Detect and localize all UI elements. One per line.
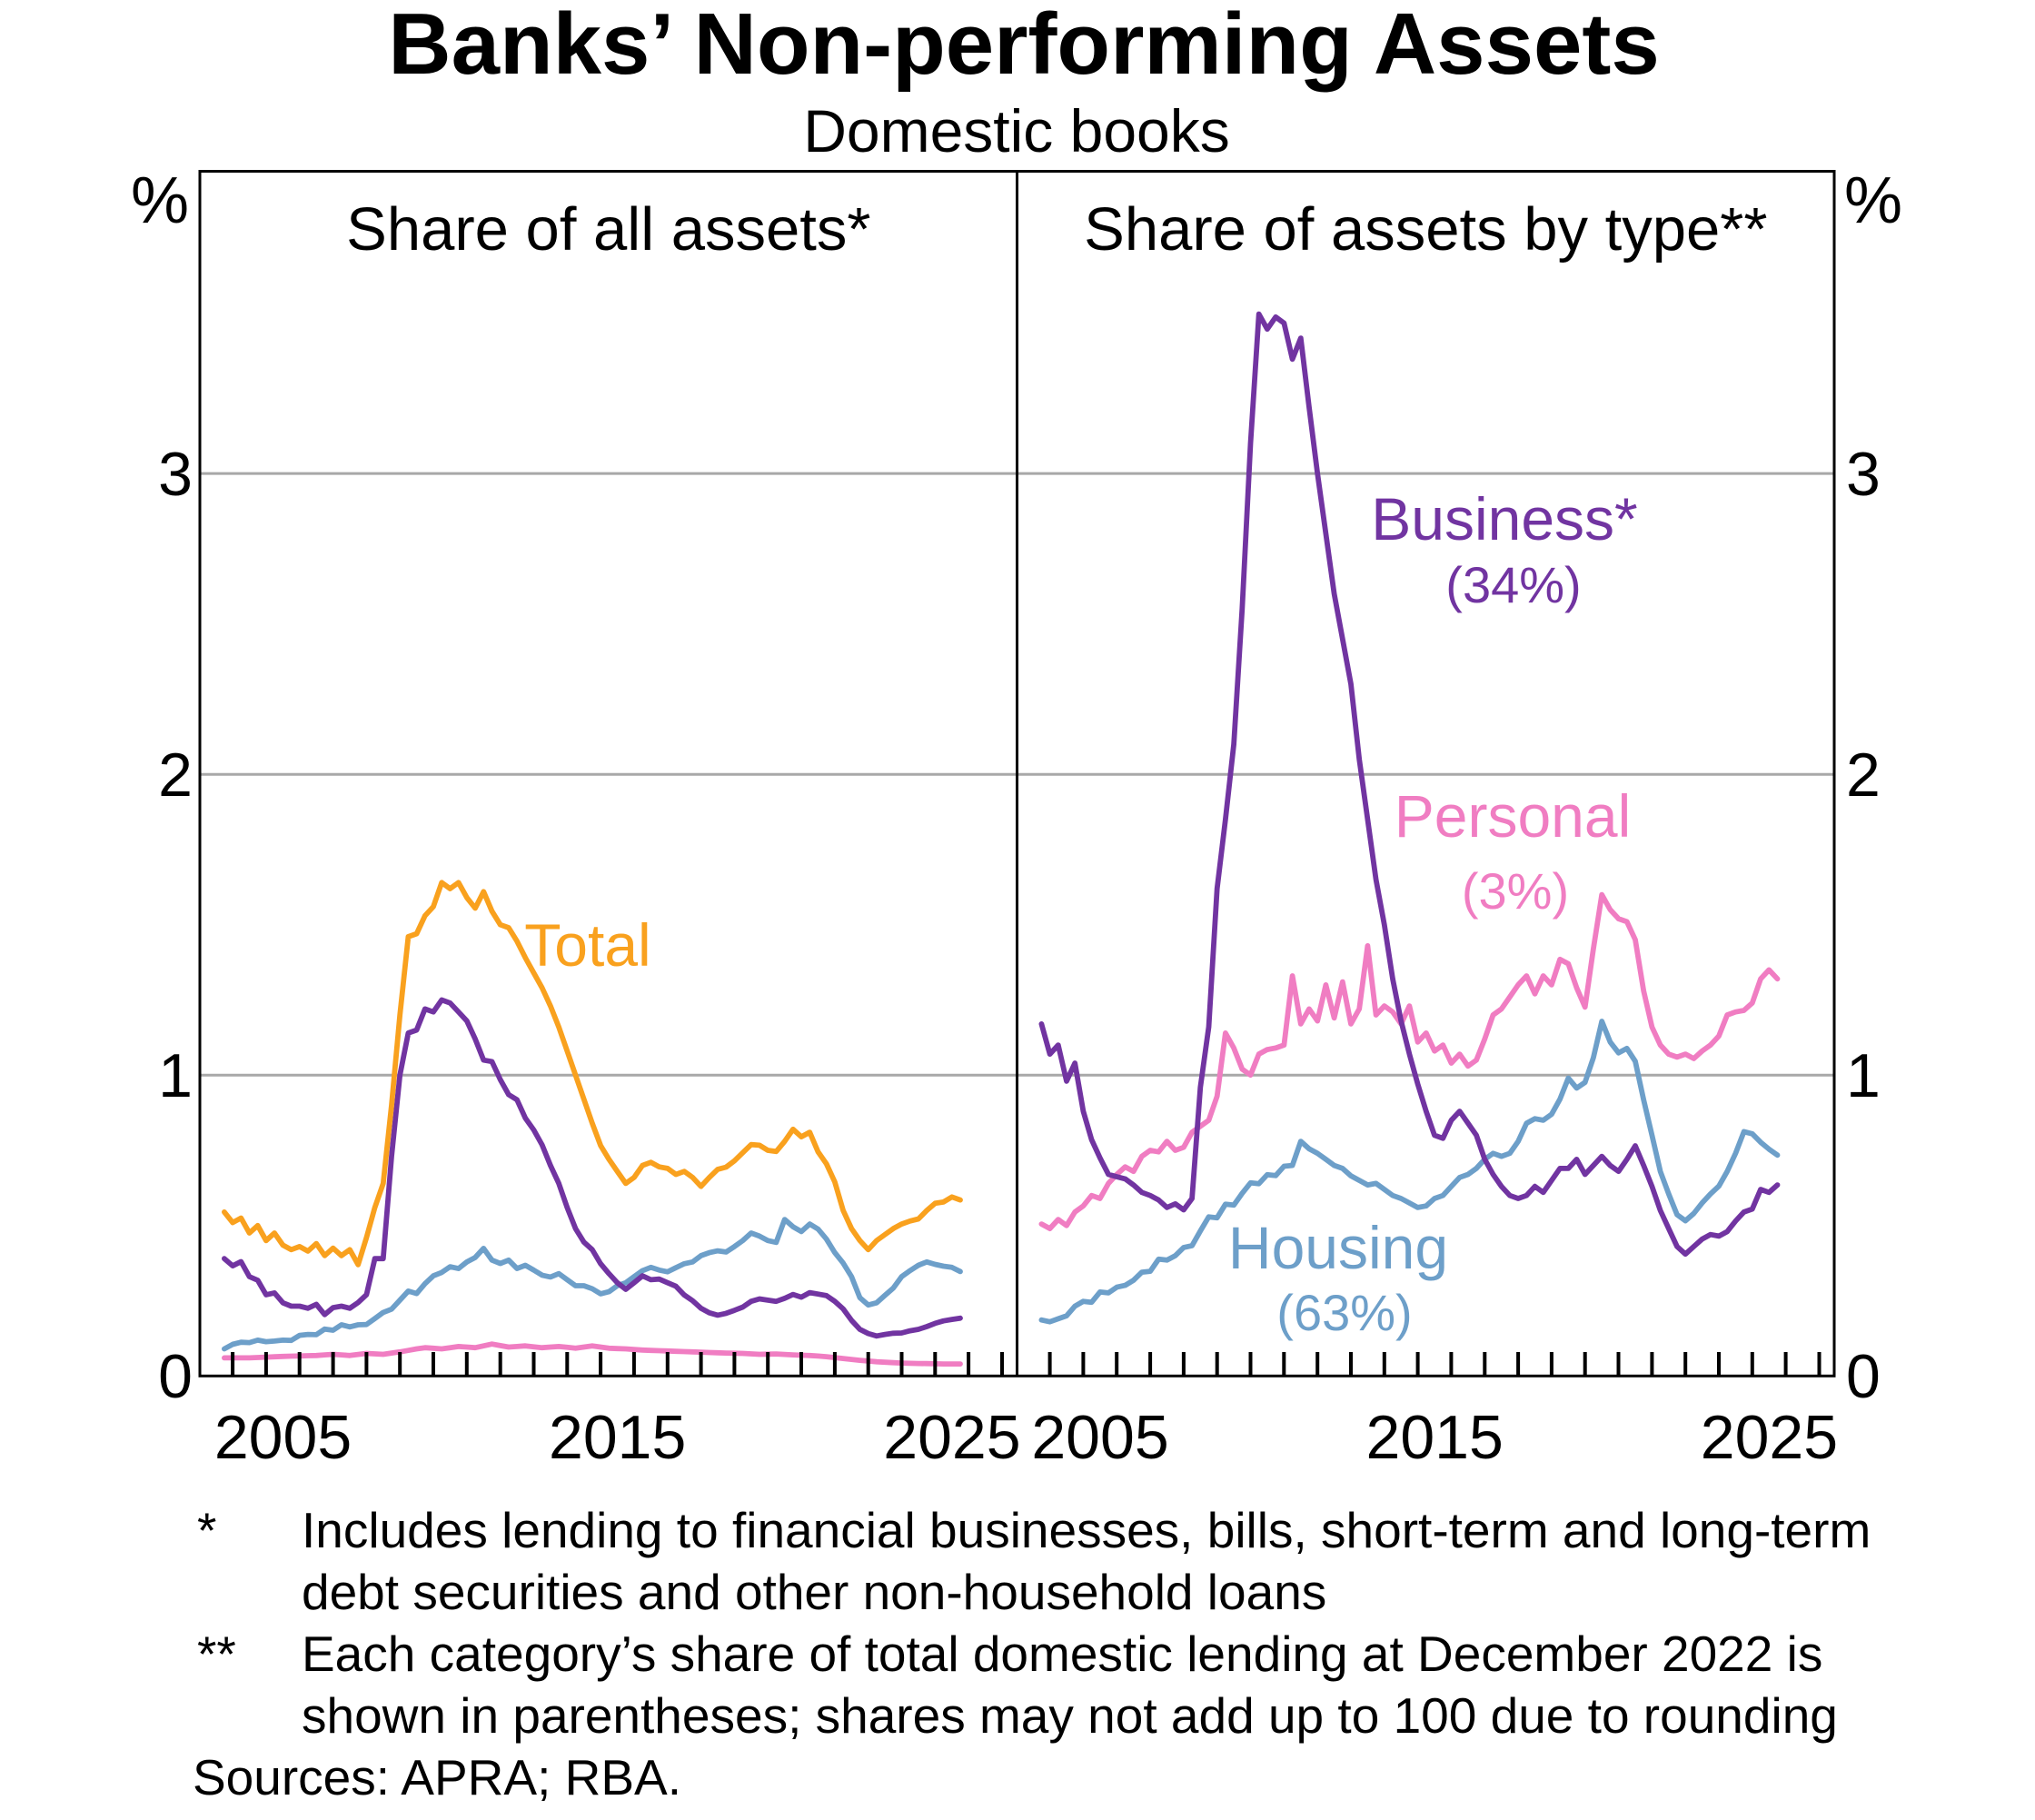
- svg-text:Business*: Business*: [1371, 485, 1638, 552]
- svg-text:Sources: APRA; RBA.: Sources: APRA; RBA.: [193, 1749, 681, 1805]
- svg-text:2: 2: [1846, 741, 1881, 810]
- svg-text:2005: 2005: [1031, 1403, 1168, 1472]
- svg-text:Share of all assets*: Share of all assets*: [346, 195, 870, 264]
- svg-text:Banks’ Non-performing Assets: Banks’ Non-performing Assets: [388, 0, 1659, 93]
- svg-text:3: 3: [158, 440, 193, 509]
- svg-text:*: *: [197, 1502, 216, 1558]
- svg-text:2005: 2005: [214, 1403, 352, 1472]
- svg-text:(34%): (34%): [1445, 556, 1581, 613]
- svg-text:1: 1: [158, 1041, 193, 1110]
- svg-text:1: 1: [1846, 1041, 1881, 1110]
- svg-text:Housing: Housing: [1228, 1214, 1448, 1281]
- svg-text:(3%): (3%): [1462, 862, 1569, 920]
- svg-text:3: 3: [1846, 440, 1881, 509]
- svg-text:%: %: [1844, 164, 1902, 237]
- svg-text:%: %: [131, 164, 189, 237]
- svg-text:Share of assets by type**: Share of assets by type**: [1084, 195, 1767, 264]
- svg-text:2025: 2025: [1701, 1403, 1838, 1472]
- svg-text:Each category’s share of total: Each category’s share of total domestic …: [302, 1626, 1822, 1682]
- svg-text:(63%): (63%): [1276, 1284, 1412, 1341]
- svg-text:2: 2: [158, 741, 193, 810]
- svg-text:Personal: Personal: [1395, 782, 1632, 850]
- svg-text:shown in parentheses; shares m: shown in parentheses; shares may not add…: [302, 1687, 1838, 1744]
- svg-text:**: **: [197, 1626, 236, 1682]
- svg-text:2025: 2025: [883, 1403, 1020, 1472]
- svg-text:Domestic books: Domestic books: [803, 97, 1230, 164]
- svg-text:2015: 2015: [549, 1403, 686, 1472]
- svg-text:debt securities and other non-: debt securities and other non-household …: [302, 1564, 1326, 1620]
- svg-text:Includes lending to financial: Includes lending to financial businesses…: [302, 1502, 1871, 1558]
- svg-text:Total: Total: [524, 911, 650, 979]
- svg-text:0: 0: [158, 1342, 193, 1411]
- svg-text:0: 0: [1846, 1342, 1881, 1411]
- svg-text:2015: 2015: [1366, 1403, 1504, 1472]
